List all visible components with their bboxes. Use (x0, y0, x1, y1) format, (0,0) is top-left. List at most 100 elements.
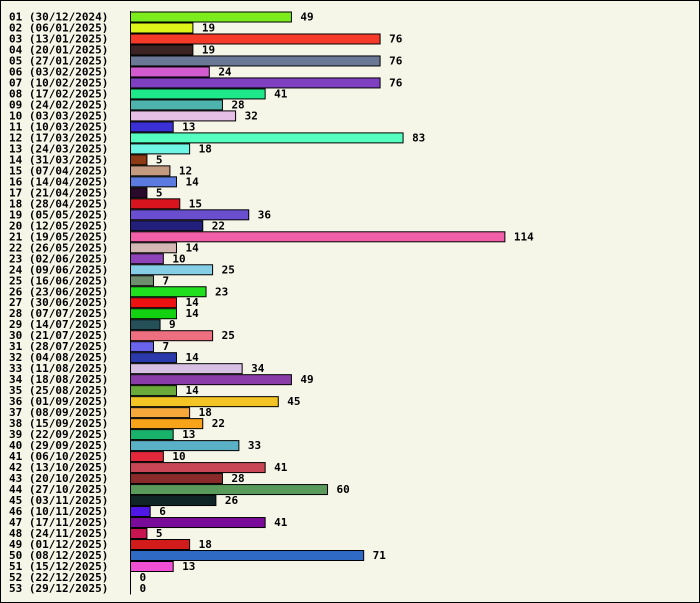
bar (130, 187, 148, 199)
value-label: 14 (185, 296, 199, 309)
bar (130, 473, 223, 485)
bar (130, 385, 177, 397)
bars-layer (130, 11, 506, 572)
value-label: 32 (245, 109, 258, 122)
category-label: 22 (26/05/2025) (9, 241, 108, 254)
value-label: 49 (300, 11, 313, 24)
category-label: 48 (24/11/2025) (9, 527, 108, 540)
bar (130, 55, 381, 67)
bar (130, 319, 161, 331)
value-label: 19 (202, 43, 215, 56)
category-label: 32 (04/08/2025) (9, 351, 108, 364)
category-label: 11 (10/03/2025) (9, 120, 108, 133)
bar (130, 33, 381, 45)
value-label: 13 (182, 120, 195, 133)
category-label: 10 (03/03/2025) (9, 109, 108, 122)
category-label: 45 (03/11/2025) (9, 494, 108, 507)
bar (130, 561, 174, 572)
value-label: 45 (287, 395, 300, 408)
category-label: 25 (16/06/2025) (9, 274, 108, 287)
value-label: 114 (514, 230, 534, 243)
bar (130, 517, 266, 529)
category-label: 34 (18/08/2025) (9, 373, 108, 386)
category-label: 01 (30/12/2024) (9, 11, 108, 24)
category-label: 23 (02/06/2025) (9, 252, 108, 265)
category-label: 03 (13/01/2025) (9, 32, 108, 45)
category-label: 02 (06/01/2025) (9, 21, 108, 34)
category-label: 35 (25/08/2025) (9, 384, 108, 397)
bar (130, 330, 214, 342)
category-label: 30 (21/07/2025) (9, 329, 108, 342)
value-label: 6 (159, 505, 166, 518)
category-label: 46 (10/11/2025) (9, 505, 108, 518)
value-label: 28 (231, 472, 244, 485)
category-label: 07 (10/02/2025) (9, 76, 108, 89)
value-label: 76 (389, 54, 403, 67)
category-label: 28 (07/07/2025) (9, 307, 108, 320)
category-label: 16 (14/04/2025) (9, 175, 108, 188)
category-labels-layer: 01 (30/12/2024)02 (06/01/2025)03 (13/01/… (9, 11, 108, 595)
bar (130, 132, 404, 144)
category-label: 13 (24/03/2025) (9, 142, 108, 155)
bar (130, 44, 194, 56)
value-label: 10 (172, 252, 185, 265)
value-label: 25 (222, 329, 235, 342)
value-label: 18 (199, 142, 212, 155)
category-label: 42 (13/10/2025) (9, 461, 108, 474)
bar (130, 363, 243, 375)
bar (130, 297, 177, 309)
value-label: 0 (140, 571, 147, 584)
value-label: 14 (185, 241, 199, 254)
value-label: 36 (258, 208, 272, 221)
category-label: 36 (01/09/2025) (9, 395, 108, 408)
value-label: 19 (202, 21, 215, 34)
bar (130, 242, 177, 254)
value-label: 13 (182, 428, 195, 441)
category-label: 05 (27/01/2025) (9, 54, 108, 67)
category-label: 38 (15/09/2025) (9, 417, 108, 430)
category-label: 51 (15/12/2025) (9, 560, 108, 573)
value-label: 14 (185, 384, 199, 397)
category-label: 41 (06/10/2025) (9, 450, 108, 463)
value-label: 41 (274, 461, 288, 474)
value-label: 22 (212, 219, 225, 232)
value-label: 23 (215, 285, 228, 298)
bar (130, 451, 164, 463)
bar (130, 154, 148, 166)
value-label: 5 (156, 186, 163, 199)
value-label: 34 (251, 362, 265, 375)
value-label: 83 (412, 131, 425, 144)
value-label: 9 (169, 318, 176, 331)
bar (130, 308, 177, 320)
category-label: 43 (20/10/2025) (9, 472, 108, 485)
category-label: 21 (19/05/2025) (9, 230, 108, 243)
value-labels-layer: 4919761976247641283213831851214515362211… (140, 11, 535, 595)
bar (130, 88, 266, 100)
bar (130, 121, 174, 133)
value-label: 26 (225, 494, 239, 507)
bar (130, 275, 154, 287)
category-label: 08 (17/02/2025) (9, 87, 108, 100)
bar (130, 66, 210, 78)
bar (130, 77, 381, 89)
category-label: 04 (20/01/2025) (9, 43, 108, 56)
bar (130, 99, 223, 111)
value-label: 14 (185, 351, 199, 364)
value-label: 7 (162, 274, 169, 287)
value-label: 33 (248, 439, 261, 452)
category-label: 53 (29/12/2025) (9, 582, 108, 595)
value-label: 18 (199, 538, 212, 551)
category-label: 17 (21/04/2025) (9, 186, 108, 199)
value-label: 10 (172, 450, 185, 463)
value-label: 41 (274, 87, 288, 100)
category-label: 18 (28/04/2025) (9, 197, 108, 210)
category-label: 26 (23/06/2025) (9, 285, 108, 298)
bar (130, 462, 266, 474)
value-label: 22 (212, 417, 225, 430)
value-label: 76 (389, 76, 403, 89)
bar (130, 264, 214, 276)
category-label: 15 (07/04/2025) (9, 164, 108, 177)
category-label: 47 (17/11/2025) (9, 516, 108, 529)
